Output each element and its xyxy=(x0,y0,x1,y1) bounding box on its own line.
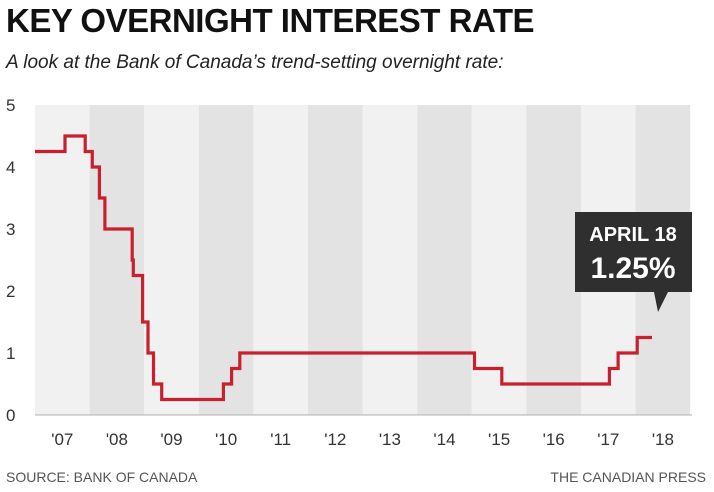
x-tick-label: '15 xyxy=(488,430,510,449)
x-tick-label: '18 xyxy=(652,430,674,449)
year-band xyxy=(308,105,363,415)
latest-rate-callout: APRIL 18 1.25% xyxy=(575,212,692,312)
x-tick-label: '12 xyxy=(324,430,346,449)
year-band xyxy=(253,105,308,415)
x-axis-ticks: '07 '08 '09 '10 '11 '12 '13 '14 '15 '16 '17 '18 xyxy=(51,430,674,449)
year-band xyxy=(89,105,145,415)
year-band xyxy=(35,105,90,415)
year-band xyxy=(362,105,418,415)
y-tick-label: 5 xyxy=(6,96,15,115)
y-axis-ticks: 0 1 2 3 4 5 xyxy=(6,96,15,425)
chart-subtitle: A look at the Bank of Canada’s trend-set… xyxy=(6,52,504,73)
callout-date: APRIL 18 xyxy=(589,224,676,246)
x-tick-label: '07 xyxy=(51,430,73,449)
y-tick-label: 1 xyxy=(6,344,15,363)
year-band xyxy=(471,105,527,415)
x-tick-label: '11 xyxy=(270,430,291,449)
x-tick-label: '16 xyxy=(543,430,565,449)
year-band xyxy=(417,105,472,415)
y-tick-label: 2 xyxy=(6,282,15,301)
y-tick-label: 0 xyxy=(6,406,15,425)
y-tick-label: 4 xyxy=(6,158,15,177)
chart-title: KEY OVERNIGHT INTEREST RATE xyxy=(6,2,535,39)
source-note: SOURCE: BANK OF CANADA xyxy=(6,469,198,485)
x-tick-label: '09 xyxy=(160,430,182,449)
credit-note: THE CANADIAN PRESS xyxy=(550,469,706,485)
x-tick-label: '10 xyxy=(215,430,237,449)
x-tick-label: '08 xyxy=(106,430,128,449)
overnight-rate-line xyxy=(35,134,652,402)
x-tick-label: '14 xyxy=(433,430,455,449)
x-tick-label: '17 xyxy=(597,430,619,449)
year-band xyxy=(526,105,581,415)
year-bands xyxy=(35,105,691,415)
x-tick-label: '13 xyxy=(379,430,401,449)
year-band xyxy=(198,105,254,415)
y-tick-label: 3 xyxy=(6,220,15,239)
callout-box xyxy=(575,212,692,312)
callout-value: 1.25% xyxy=(590,252,675,285)
